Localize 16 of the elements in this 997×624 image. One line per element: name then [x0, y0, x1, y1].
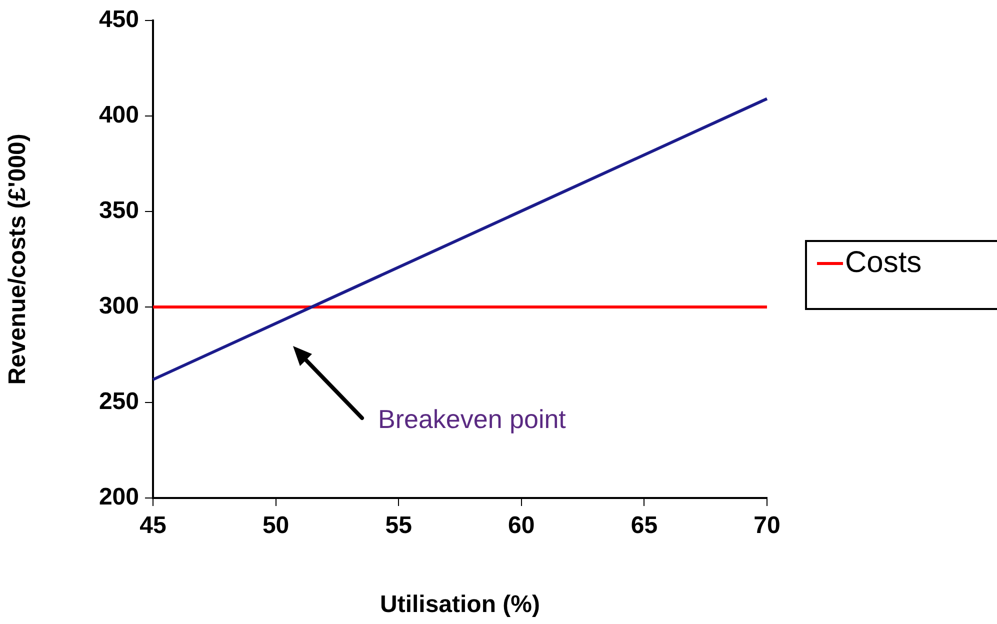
- y-tick-label: 300: [98, 292, 139, 320]
- x-tick-label: 70: [754, 512, 780, 540]
- y-tick-label: 450: [98, 6, 139, 34]
- x-tick-label: 55: [385, 512, 412, 540]
- y-tick-label: 350: [98, 197, 139, 224]
- y-tick-label: 250: [98, 388, 139, 416]
- x-tick-label: 50: [262, 512, 290, 540]
- x-tick-label: 45: [140, 512, 166, 540]
- y-axis-title: Revenue/costs (£'000): [4, 134, 32, 385]
- legend-label: Costs: [845, 246, 922, 280]
- x-tick-label: 60: [508, 512, 535, 540]
- y-tick-label: 400: [98, 102, 139, 129]
- annotation: Breakeven point: [378, 404, 567, 434]
- y-tick-label: 200: [98, 484, 139, 511]
- x-tick-label: 65: [630, 512, 658, 540]
- x-axis-title: Utilisation (%): [380, 591, 540, 618]
